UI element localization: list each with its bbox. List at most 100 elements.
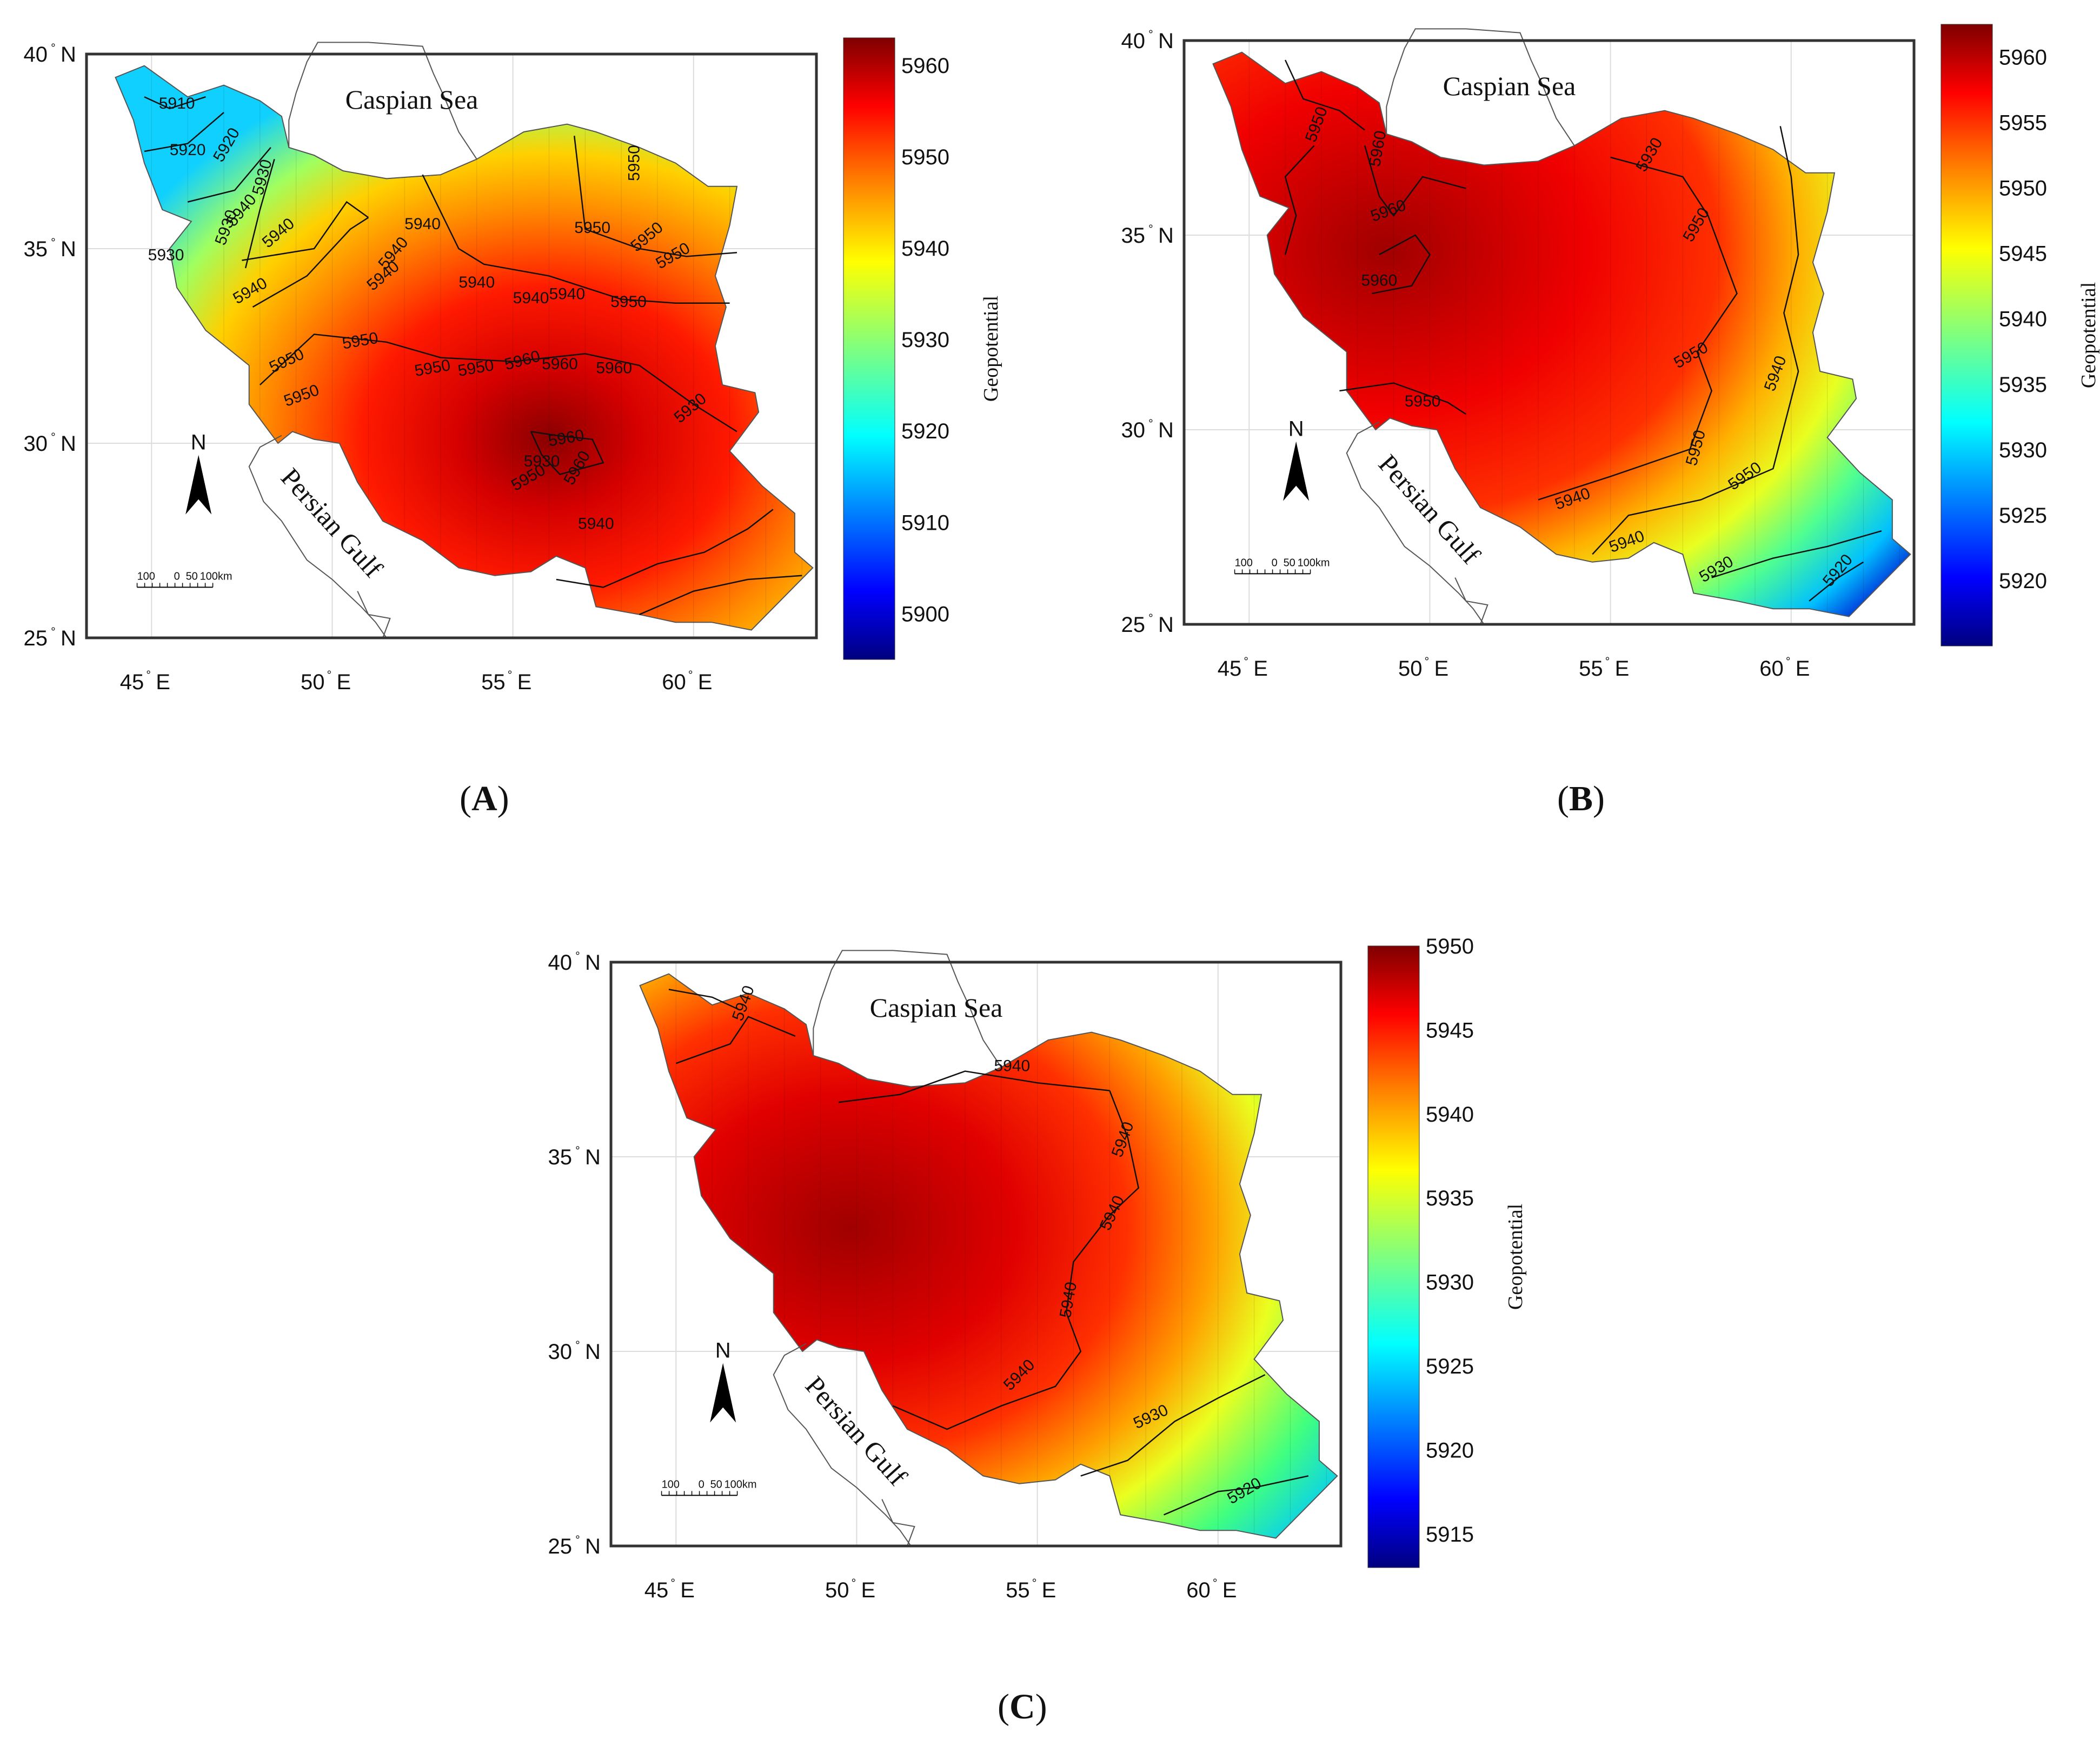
lon-tick-label: 60 bbox=[662, 670, 686, 694]
contour-line bbox=[838, 1070, 1110, 1103]
lon-tick-label: 60 bbox=[1186, 1578, 1211, 1602]
degree-mark: ° bbox=[1148, 222, 1153, 236]
degree-mark: ° bbox=[1424, 655, 1429, 668]
lat-tick-label: 25 bbox=[548, 1535, 573, 1558]
lat-suffix: N bbox=[61, 43, 76, 66]
colorbar-tick-label: 5945 bbox=[1999, 242, 2047, 266]
contour-line bbox=[892, 1090, 1140, 1430]
degree-mark: ° bbox=[1148, 417, 1153, 430]
contour-label: 5920 bbox=[170, 141, 206, 159]
lon-suffix: E bbox=[1796, 657, 1810, 681]
lat-tick-label: 30 bbox=[1121, 418, 1146, 442]
contour-label: 5940 bbox=[513, 289, 549, 307]
lon-tick-label: 60 bbox=[1759, 657, 1784, 681]
contour-line bbox=[556, 509, 774, 588]
north-label: N bbox=[1288, 417, 1304, 441]
caspian-sea bbox=[813, 950, 1002, 1088]
contour-line bbox=[1284, 145, 1315, 255]
colorbar-tick-label: 5930 bbox=[901, 328, 949, 352]
lon-suffix: E bbox=[698, 670, 713, 694]
lon-suffix: E bbox=[517, 670, 532, 694]
contour-line bbox=[573, 136, 737, 257]
scale-label: 100km bbox=[200, 570, 232, 582]
lat-tick-label: 35 bbox=[1121, 224, 1146, 248]
qatar-coastline bbox=[881, 1499, 915, 1547]
scale-label: 100 bbox=[137, 570, 155, 582]
colorbar-tick-label: 5900 bbox=[901, 602, 949, 626]
contour-line bbox=[1164, 1475, 1309, 1516]
contour-label: 5960 bbox=[1361, 272, 1398, 290]
north-arrow-icon bbox=[185, 455, 212, 515]
north-arrow-icon bbox=[710, 1363, 736, 1423]
lat-suffix: N bbox=[61, 432, 76, 456]
colorbar bbox=[843, 37, 895, 660]
contour-label: 5950 bbox=[1405, 392, 1441, 410]
scale-label: 0 bbox=[1272, 557, 1278, 569]
colorbar-tick-label: 5910 bbox=[901, 511, 949, 535]
colorbar bbox=[1940, 24, 1993, 646]
contour-line bbox=[422, 174, 730, 304]
colorbar-tick-label: 5940 bbox=[1426, 1103, 1474, 1127]
colorbar-tick-label: 5940 bbox=[1999, 308, 2047, 331]
degree-mark: ° bbox=[51, 41, 56, 55]
colorbar-title: Geopotential bbox=[2077, 282, 2100, 388]
colorbar-tick-label: 5915 bbox=[1426, 1523, 1474, 1547]
lat-suffix: N bbox=[61, 237, 76, 261]
caspian-sea-label: Caspian Sea bbox=[345, 84, 479, 115]
north-arrow-icon bbox=[1283, 441, 1310, 501]
lon-tick-label: 55 bbox=[481, 670, 506, 694]
degree-mark: ° bbox=[575, 1338, 580, 1352]
contour-line bbox=[144, 112, 224, 152]
lat-suffix: N bbox=[61, 626, 76, 650]
contour-label: 5930 bbox=[524, 452, 560, 470]
colorbar-tick-label: 5920 bbox=[901, 419, 949, 443]
contour-line bbox=[639, 575, 802, 615]
contour-line bbox=[1809, 561, 1864, 602]
degree-mark: ° bbox=[1148, 28, 1153, 41]
degree-mark: ° bbox=[51, 625, 56, 638]
scale-label: 100 bbox=[1235, 557, 1253, 569]
contour-line bbox=[1364, 145, 1466, 217]
colorbar-title: Geopotential bbox=[1504, 1204, 1527, 1310]
degree-mark: ° bbox=[1032, 1576, 1037, 1590]
contour-label: 5950 bbox=[610, 293, 647, 311]
qatar-coastline bbox=[357, 591, 391, 638]
lat-suffix: N bbox=[1158, 613, 1174, 637]
contour-label: 5940 bbox=[994, 1057, 1030, 1075]
lat-tick-label: 30 bbox=[548, 1340, 573, 1364]
colorbar-tick-label: 5935 bbox=[1999, 373, 2047, 397]
scale-label: 0 bbox=[174, 570, 180, 582]
contour-label: 5960 bbox=[596, 359, 632, 377]
north-label: N bbox=[715, 1339, 731, 1363]
lat-suffix: N bbox=[585, 1535, 601, 1558]
colorbar-tick-label: 5950 bbox=[1999, 177, 2047, 201]
colorbar-tick-label: 5930 bbox=[1999, 438, 2047, 462]
colorbar-tick-label: 5935 bbox=[1426, 1187, 1474, 1210]
contour-line bbox=[259, 334, 737, 432]
contour-label: 5930 bbox=[148, 246, 184, 264]
degree-mark: ° bbox=[670, 1576, 675, 1590]
lat-tick-label: 40 bbox=[24, 43, 48, 66]
degree-mark: ° bbox=[688, 668, 693, 682]
lon-suffix: E bbox=[1615, 657, 1630, 681]
lon-tick-label: 45 bbox=[644, 1578, 669, 1602]
colorbar-tick-label: 5950 bbox=[1426, 935, 1474, 958]
contour-line bbox=[675, 1016, 796, 1064]
contour-line bbox=[530, 431, 604, 476]
contour-line bbox=[144, 96, 206, 110]
lon-suffix: E bbox=[861, 1578, 875, 1602]
colorbar-title: Geopotential bbox=[980, 296, 1002, 402]
lat-suffix: N bbox=[1158, 29, 1174, 53]
scale-label: 100km bbox=[725, 1478, 757, 1490]
map-frame bbox=[85, 52, 818, 639]
degree-mark: ° bbox=[508, 668, 513, 682]
contour-line bbox=[668, 989, 738, 1010]
colorbar-tick-label: 5940 bbox=[901, 237, 949, 261]
colorbar-tick-label: 5945 bbox=[1426, 1018, 1474, 1042]
lon-suffix: E bbox=[1253, 657, 1268, 681]
contour-line bbox=[187, 146, 271, 203]
contour-label: 5940 bbox=[578, 515, 614, 532]
